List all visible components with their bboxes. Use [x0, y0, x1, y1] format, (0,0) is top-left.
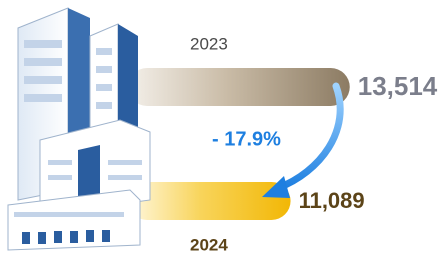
chart: 2023 2024 - 17.9% 13,514 11,089	[0, 0, 444, 261]
annotation: - 17.9%	[212, 128, 281, 150]
page: {"chart_data": {"type": "bar", "categori…	[0, 0, 444, 261]
category-label: 2023	[190, 34, 228, 53]
value-label: 11,089	[299, 188, 365, 213]
bar	[128, 182, 291, 220]
bar	[128, 68, 350, 106]
category-label: 2024	[190, 235, 228, 254]
value-label: 13,514	[358, 71, 438, 101]
building-illustration	[8, 8, 150, 250]
